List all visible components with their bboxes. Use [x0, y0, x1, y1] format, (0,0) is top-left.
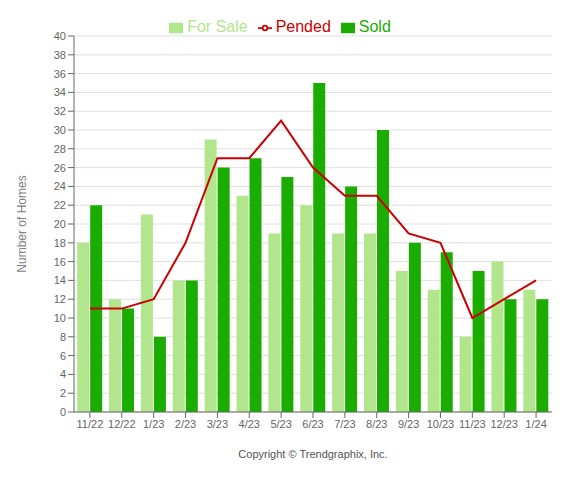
- svg-text:30: 30: [54, 124, 66, 136]
- svg-text:24: 24: [54, 180, 66, 192]
- svg-text:40: 40: [54, 30, 66, 42]
- svg-text:32: 32: [54, 105, 66, 117]
- svg-text:34: 34: [54, 86, 66, 98]
- svg-text:2: 2: [60, 387, 66, 399]
- svg-text:Copyright © Trendgraphix, Inc.: Copyright © Trendgraphix, Inc.: [238, 448, 387, 460]
- svg-text:38: 38: [54, 49, 66, 61]
- svg-text:2/23: 2/23: [175, 418, 196, 430]
- html-text:For Sale: For Sale: [187, 18, 248, 35]
- html-text:Sold: Sold: [358, 18, 391, 35]
- svg-text:8: 8: [60, 331, 66, 343]
- svg-text:7/23: 7/23: [334, 418, 355, 430]
- svg-text:4: 4: [60, 368, 66, 380]
- svg-text:11/22: 11/22: [77, 418, 104, 430]
- svg-text:10: 10: [54, 312, 66, 324]
- svg-text:1/23: 1/23: [143, 418, 164, 430]
- svg-text:12: 12: [54, 293, 66, 305]
- svg-text:6: 6: [60, 350, 66, 362]
- svg-text:14: 14: [54, 274, 66, 286]
- svg-text:26: 26: [54, 162, 66, 174]
- svg-text:11/23: 11/23: [459, 418, 486, 430]
- svg-text:12/23: 12/23: [490, 418, 518, 430]
- svg-text:28: 28: [54, 143, 66, 155]
- svg-text:Number of Homes: Number of Homes: [15, 175, 29, 272]
- svg-text:22: 22: [54, 199, 66, 211]
- svg-text:3/23: 3/23: [207, 418, 228, 430]
- svg-text:16: 16: [54, 256, 66, 268]
- svg-text:5/23: 5/23: [270, 418, 291, 430]
- svg-text:8/23: 8/23: [366, 418, 387, 430]
- svg-text:9/23: 9/23: [398, 418, 419, 430]
- svg-text:4/23: 4/23: [239, 418, 260, 430]
- svg-text:20: 20: [54, 218, 66, 230]
- svg-text:1/24: 1/24: [525, 418, 546, 430]
- svg-text:12/22: 12/22: [108, 418, 136, 430]
- svg-text:6/23: 6/23: [302, 418, 323, 430]
- html-text:Pended: Pended: [275, 18, 331, 35]
- svg-text:18: 18: [54, 237, 66, 249]
- svg-text:10/23: 10/23: [427, 418, 455, 430]
- svg-text:0: 0: [60, 406, 66, 418]
- svg-text:36: 36: [54, 68, 66, 80]
